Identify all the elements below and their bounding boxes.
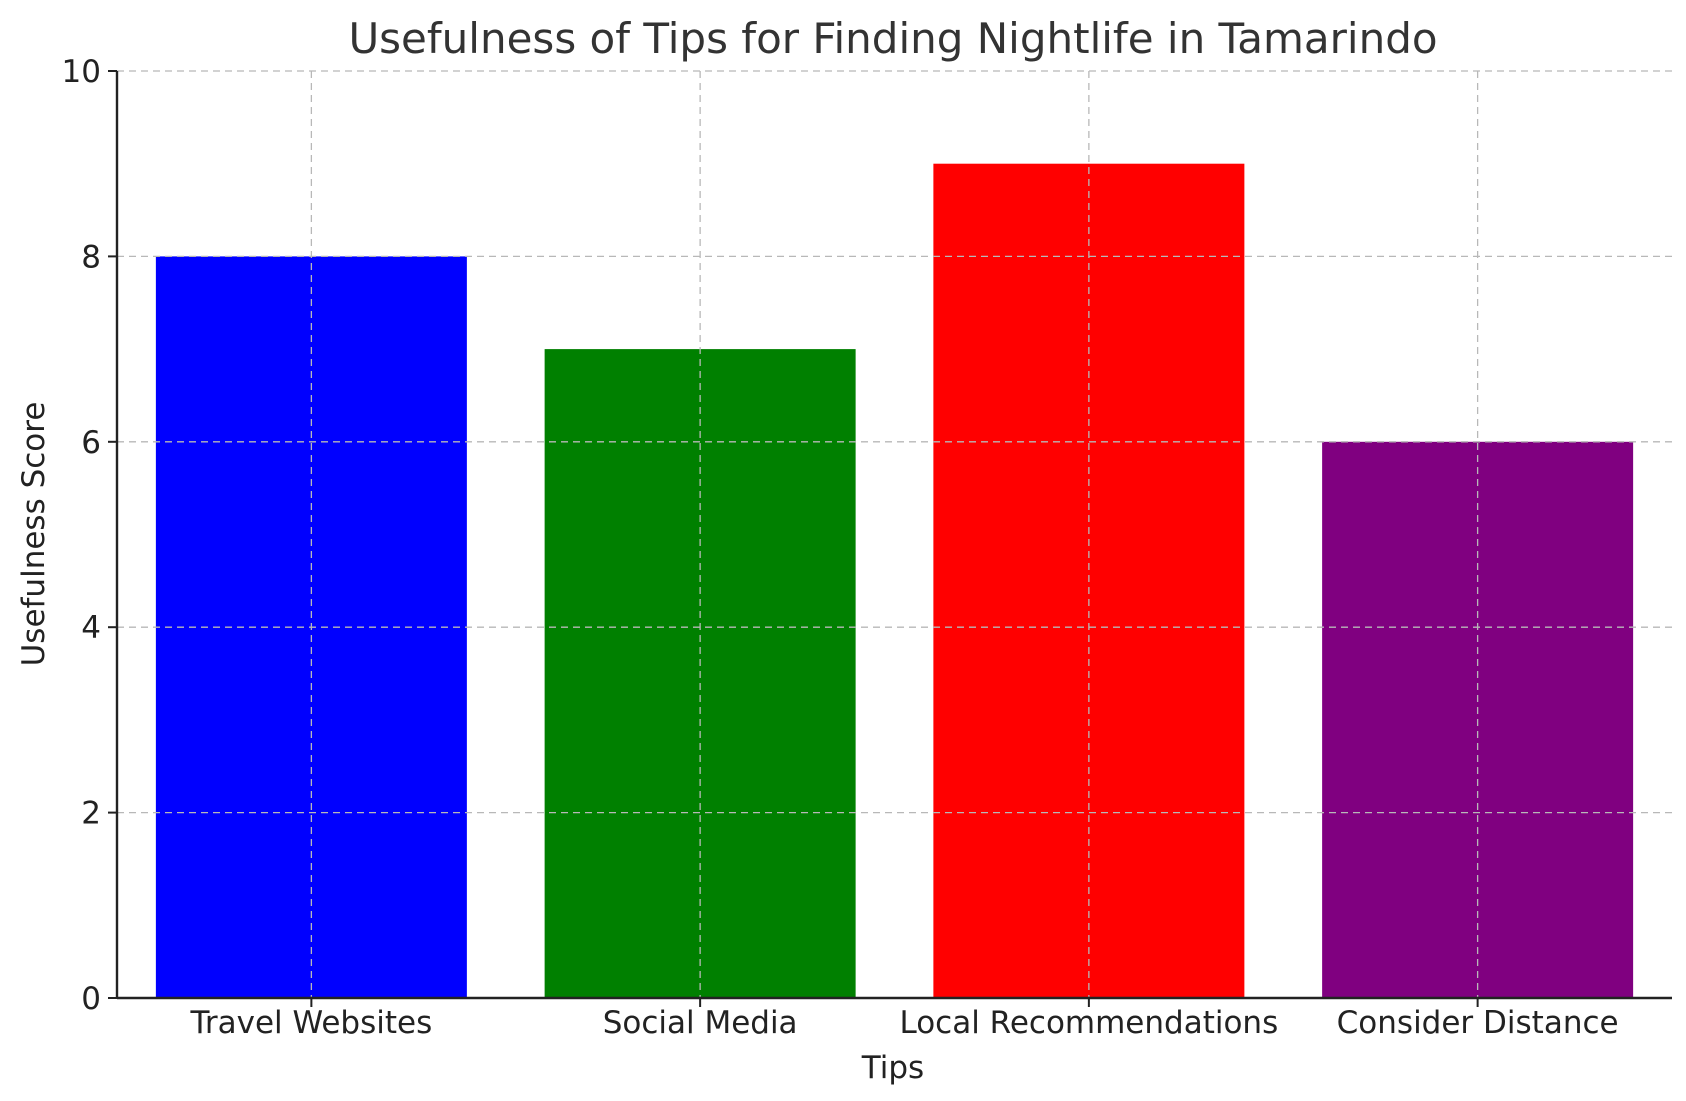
chart-title: Usefulness of Tips for Finding Nightlife… (348, 14, 1437, 63)
x-tick-label: Consider Distance (1337, 1005, 1619, 1041)
x-tick-label: Local Recommendations (899, 1005, 1278, 1041)
y-tick-label: 8 (81, 239, 101, 275)
y-tick-label: 0 (81, 981, 101, 1017)
x-tick-label: Travel Websites (190, 1005, 433, 1041)
y-tick-label: 2 (81, 796, 101, 832)
x-tick-label: Social Media (603, 1005, 798, 1041)
x-axis-label: Tips (861, 1050, 924, 1086)
y-tick-label: 6 (81, 425, 101, 461)
y-axis-label: Usefulness Score (16, 402, 52, 667)
axes-layer: 0 2 4 6 8 10 Travel Websites Social Media Local … (62, 54, 1672, 1041)
y-tick-label: 10 (62, 54, 101, 90)
y-tick-label: 4 (81, 610, 101, 646)
bars-layer (155, 71, 1634, 999)
